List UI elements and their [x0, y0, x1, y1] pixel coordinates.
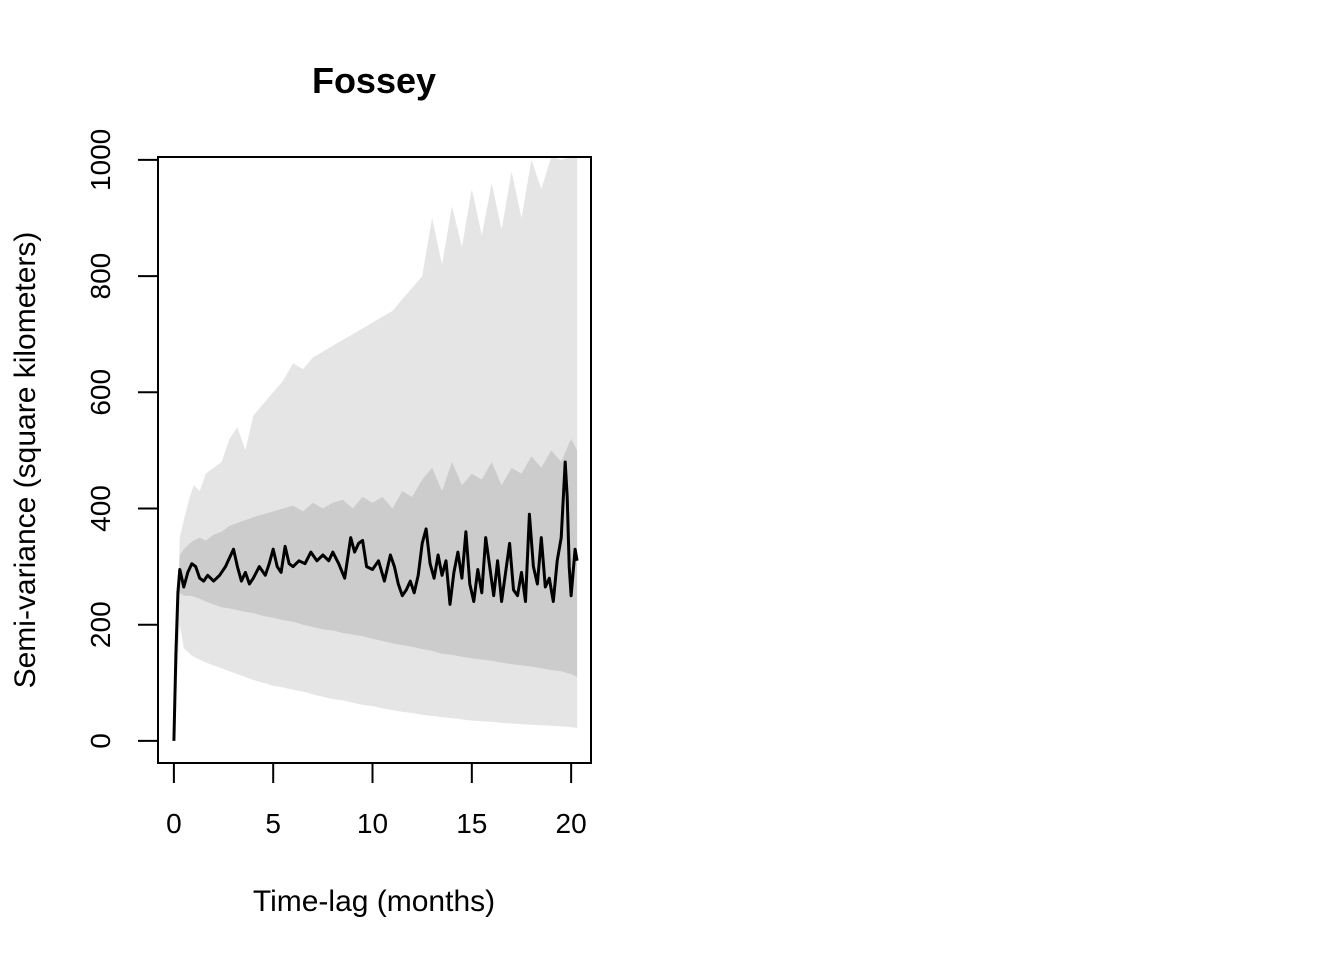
x-tick-label: 5	[265, 808, 281, 839]
y-tick-label: 800	[85, 253, 116, 300]
y-tick-label: 1000	[85, 129, 116, 191]
semivariance-line-0	[172, 460, 579, 741]
y-tick-label: 400	[85, 485, 116, 532]
y-tick-label: 0	[85, 733, 116, 749]
x-tick-label: 10	[357, 808, 388, 839]
confidence-bands	[173, 157, 578, 741]
x-axis: 0 5 10 15 20	[166, 762, 587, 839]
series-lines	[172, 460, 579, 741]
x-tick-label: 0	[166, 808, 182, 839]
y-tick-label: 600	[85, 369, 116, 416]
x-axis-label: Time-lag (months)	[253, 885, 495, 918]
x-tick-label: 20	[556, 808, 587, 839]
y-axis: 0 200 400 600 800 1000	[85, 129, 159, 749]
y-axis-label: Semi-variance (square kilometers)	[9, 232, 42, 689]
inner-confidence-band	[173, 438, 578, 741]
chart-title: Fossey	[312, 60, 436, 101]
x-tick-label: 15	[456, 808, 487, 839]
y-tick-label: 200	[85, 601, 116, 648]
